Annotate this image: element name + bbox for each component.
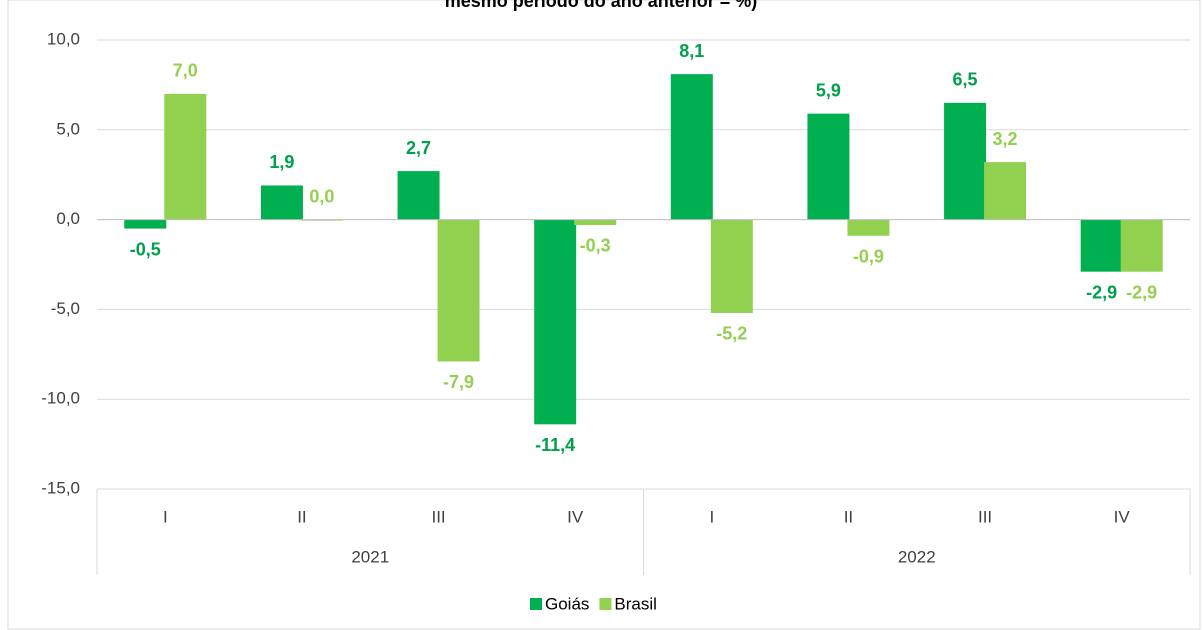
- bar: [944, 102, 987, 220]
- value-label: 2,7: [406, 138, 431, 158]
- bar: [710, 219, 753, 313]
- y-tick-label: 0,0: [56, 209, 80, 228]
- y-tick-label: -5,0: [51, 299, 80, 318]
- x-tick-label: II: [844, 507, 853, 526]
- legend-swatch: [530, 598, 542, 610]
- x-tick-label: IV: [567, 507, 584, 526]
- value-label: 3,2: [993, 129, 1018, 149]
- x-tick-label: I: [163, 507, 168, 526]
- chart-title: mesmo período do ano anterior = %): [445, 0, 758, 11]
- value-label: -0,9: [853, 247, 884, 267]
- bar: [1080, 219, 1123, 272]
- bar: [807, 113, 850, 220]
- value-label: 0,0: [309, 186, 334, 206]
- value-label: 1,9: [269, 152, 294, 172]
- x-tick-label: III: [978, 507, 992, 526]
- bar: [260, 185, 303, 220]
- bar: [1120, 219, 1163, 272]
- bar: [847, 219, 890, 236]
- bar: [397, 171, 440, 220]
- y-tick-label: 5,0: [56, 119, 80, 138]
- group-label: 2021: [351, 547, 389, 566]
- value-label: 6,5: [953, 70, 978, 90]
- group-label: 2022: [898, 547, 936, 566]
- value-label: -2,9: [1086, 282, 1117, 302]
- value-label: 5,9: [816, 80, 841, 100]
- value-label: -7,9: [443, 372, 474, 392]
- bar: [124, 219, 167, 229]
- value-label: -11,4: [535, 435, 575, 455]
- bar: [534, 219, 577, 425]
- chart-frame: [7, 0, 1201, 630]
- value-label: -0,3: [580, 236, 611, 256]
- y-tick-label: -15,0: [41, 478, 80, 497]
- x-tick-label: IV: [1114, 507, 1131, 526]
- legend-label: Goiás: [545, 594, 589, 613]
- y-tick-label: -10,0: [41, 389, 80, 408]
- x-tick-label: III: [431, 507, 445, 526]
- bar: [437, 219, 480, 362]
- value-label: 7,0: [173, 61, 198, 81]
- legend-label: Brasil: [614, 594, 657, 613]
- bar: [670, 74, 713, 220]
- value-label: -0,5: [130, 239, 161, 259]
- y-tick-label: 10,0: [47, 29, 80, 48]
- x-tick-label: II: [297, 507, 306, 526]
- value-label: -2,9: [1126, 282, 1157, 302]
- x-tick-label: I: [709, 507, 714, 526]
- bar: [164, 93, 207, 220]
- bar: [574, 219, 617, 225]
- legend-swatch: [599, 598, 612, 610]
- bar: [984, 162, 1027, 220]
- value-label: 8,1: [679, 41, 704, 61]
- value-label: -5,2: [716, 324, 747, 344]
